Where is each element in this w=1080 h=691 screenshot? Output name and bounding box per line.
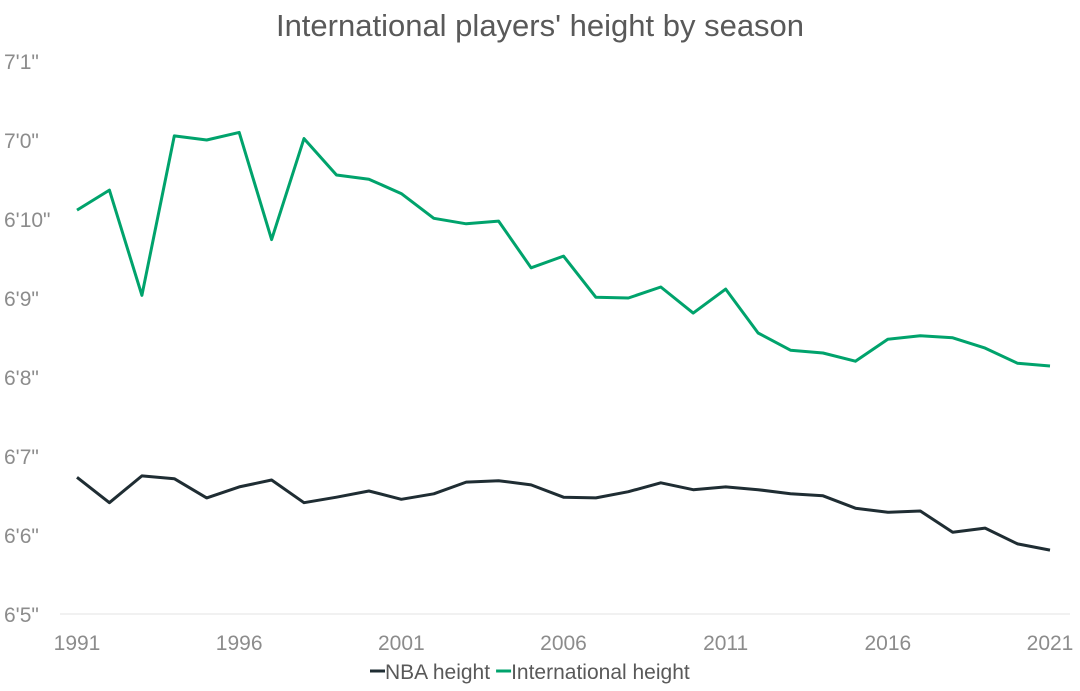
y-tick-label: 6'7" (4, 446, 39, 469)
legend-label: International height (511, 661, 690, 684)
y-tick-label: 7'0" (4, 130, 39, 153)
x-tick-label: 1996 (216, 632, 263, 655)
legend-label: NBA height (385, 661, 490, 684)
x-tick-label: 2011 (703, 632, 748, 655)
x-tick-label: 2001 (378, 632, 425, 655)
nba-height-line (76, 474, 1051, 552)
legend-item: International height (496, 661, 690, 684)
x-tick-label: 2006 (540, 632, 587, 655)
y-tick-label: 6'5" (4, 604, 39, 627)
y-tick-label: 6'8" (4, 367, 39, 390)
international-height-line (76, 130, 1051, 368)
y-tick-label: 7'1" (4, 51, 39, 74)
x-tick-label: 1991 (54, 632, 101, 655)
x-tick-label: 2021 (1027, 632, 1074, 655)
x-tick-label: 2016 (864, 632, 911, 655)
chart-title: International players' height by season (276, 8, 804, 43)
legend-item: NBA height (370, 661, 490, 684)
y-tick-label: 6'9" (4, 288, 39, 311)
y-tick-label: 6'6" (4, 525, 39, 548)
y-tick-label: 6'10" (4, 209, 51, 232)
